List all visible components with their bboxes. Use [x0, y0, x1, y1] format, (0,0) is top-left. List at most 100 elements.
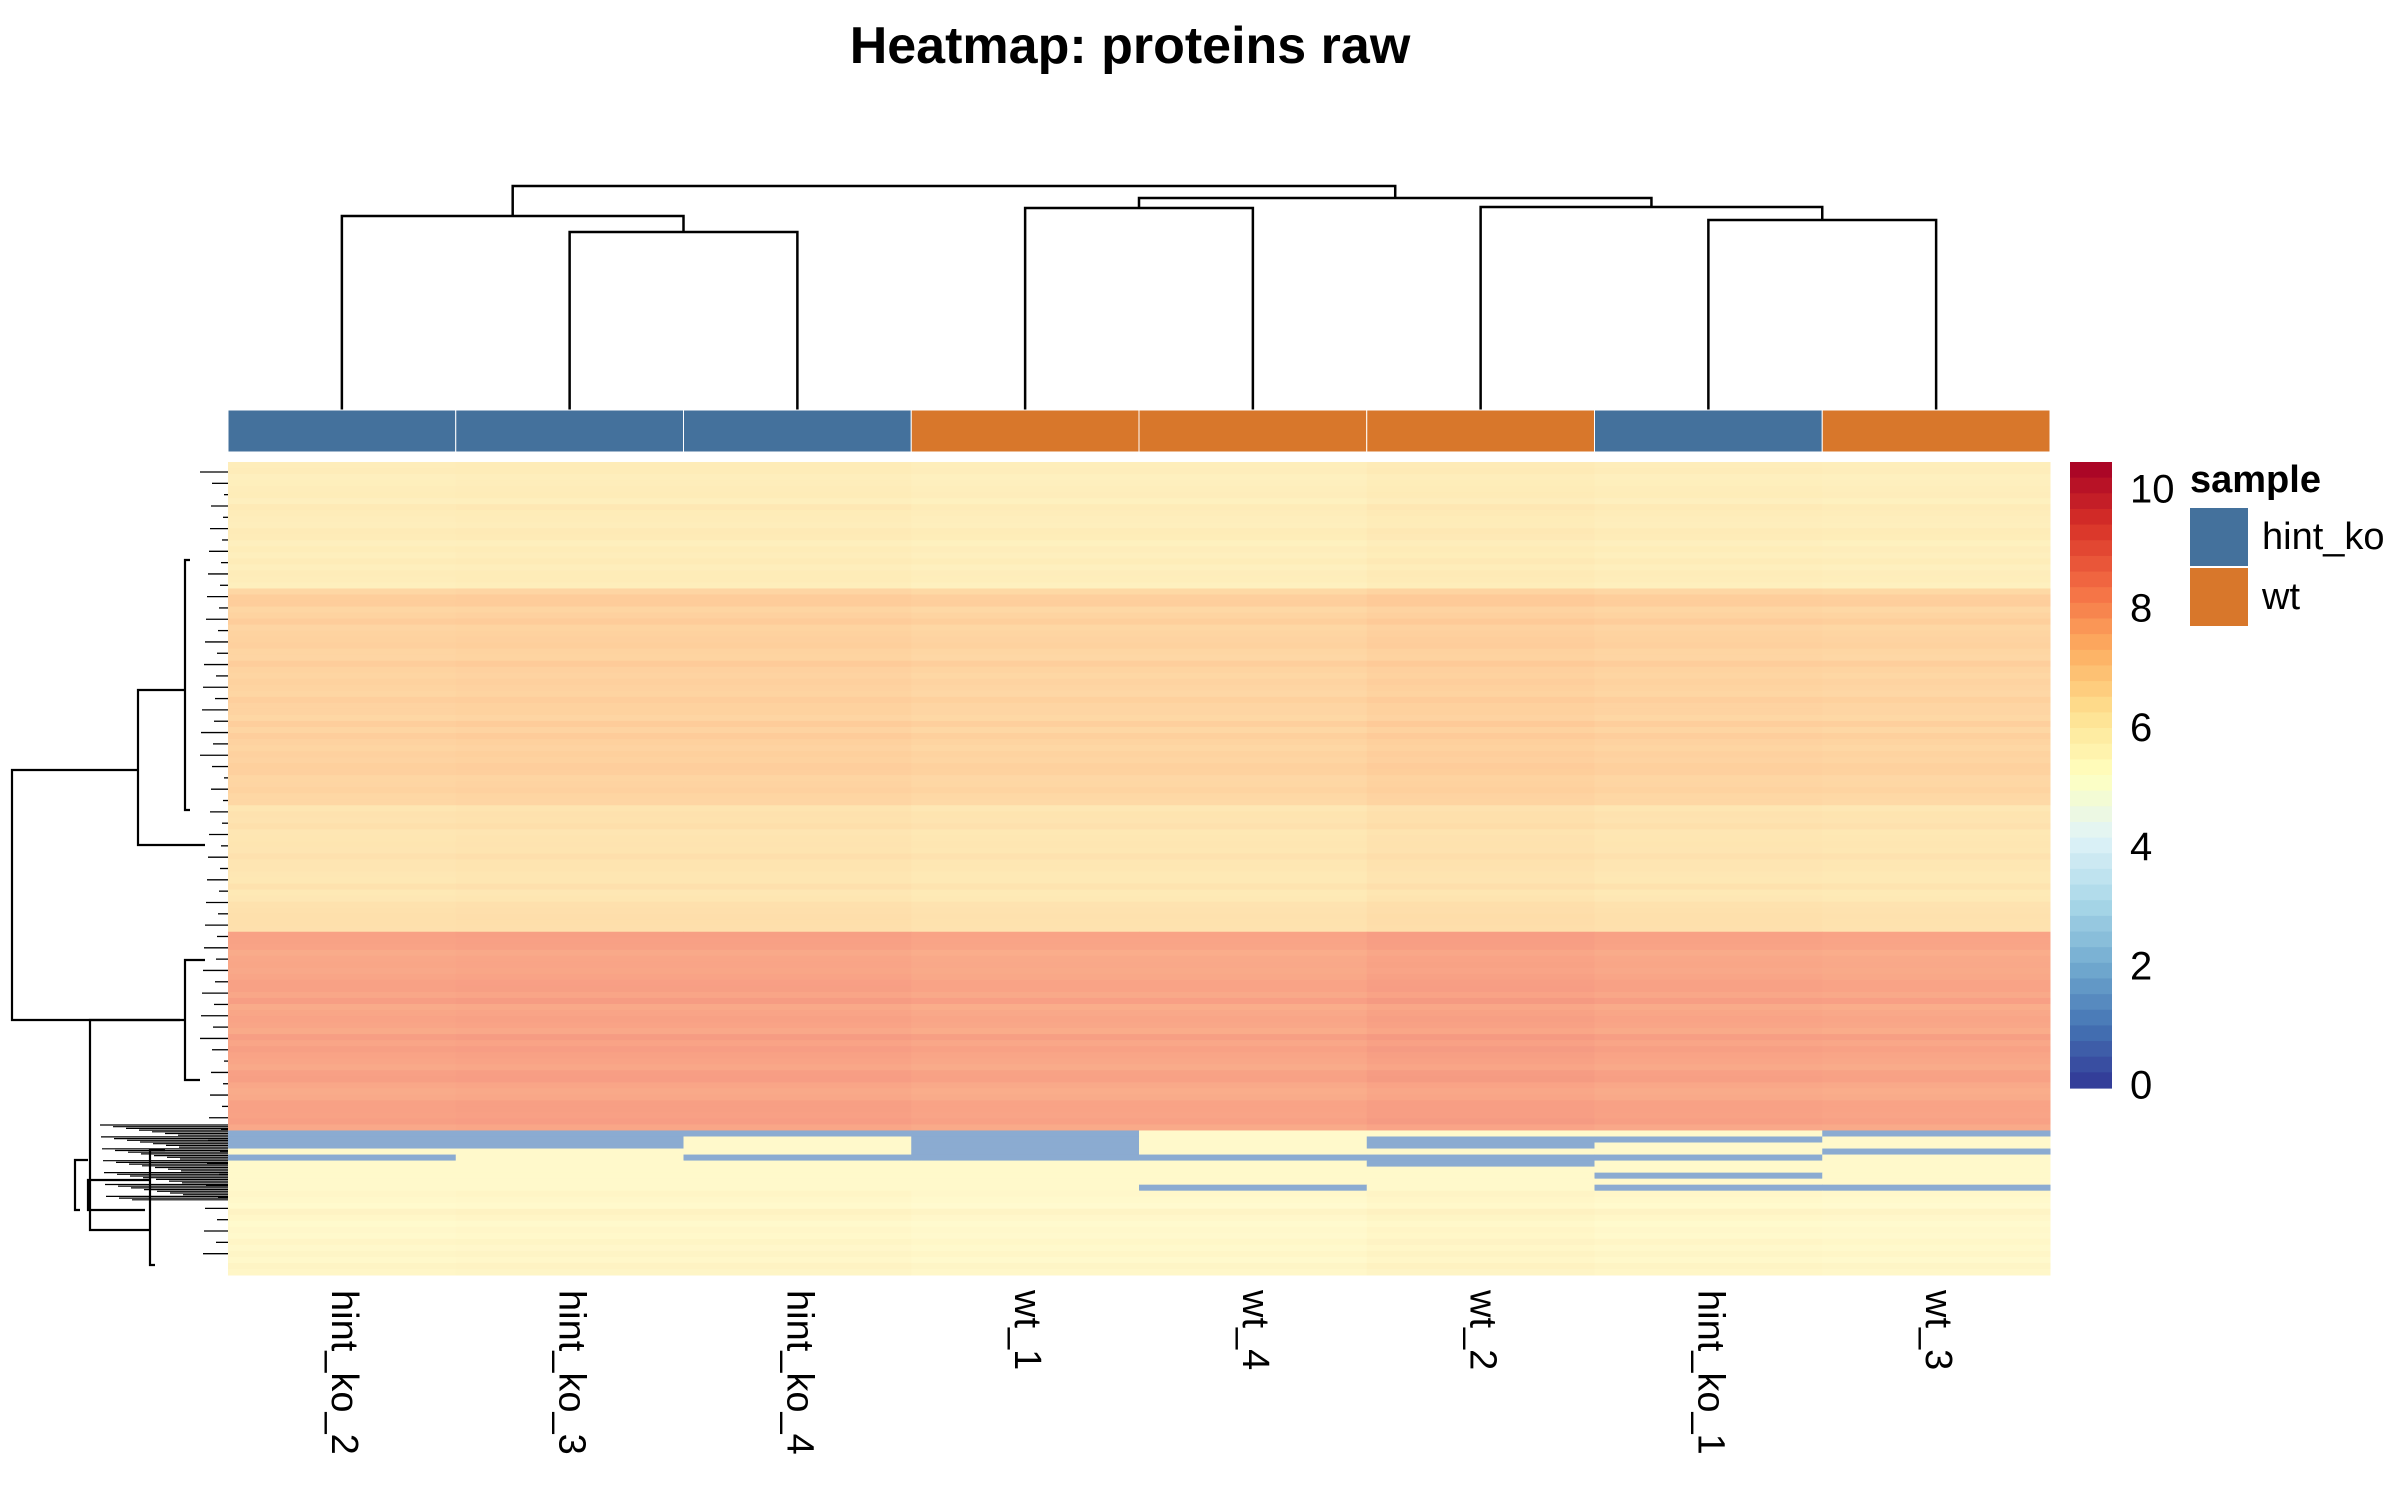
heatmap-cell: [455, 648, 684, 656]
heatmap-cell: [1139, 733, 1368, 740]
heatmap-cell: [455, 564, 684, 571]
heatmap-cell: [1594, 636, 1823, 644]
heatmap-cell: [911, 841, 1140, 848]
heatmap-cell: [1822, 739, 2051, 746]
heatmap-cell: [1366, 925, 1595, 933]
heatmap-cell: [911, 528, 1140, 535]
heatmap-cell: [1366, 600, 1595, 608]
heatmap-cell: [1822, 654, 2051, 662]
heatmap-cell: [1822, 1088, 2051, 1095]
heatmap-cell: [1822, 1004, 2051, 1011]
heatmap-cell: [683, 546, 912, 553]
heatmap-cell: [228, 696, 457, 704]
heatmap-cell: [228, 582, 457, 589]
heatmap-cell: [1139, 835, 1368, 842]
heatmap-cell: [1594, 781, 1823, 788]
heatmap-cell: [455, 919, 684, 927]
heatmap-cell: [1139, 1112, 1368, 1119]
heatmap-cell: [228, 726, 457, 734]
heatmap-cell: [911, 462, 1140, 469]
color-scale-step: [2070, 540, 2112, 557]
heatmap-cell: [455, 642, 684, 650]
heatmap-cell: [228, 919, 457, 927]
heatmap-cell: [683, 720, 912, 728]
heatmap-cell: [455, 678, 684, 686]
heatmap-cell: [1822, 799, 2051, 806]
heatmap-cell: [1366, 913, 1595, 921]
heatmap-cell: [228, 751, 457, 758]
heatmap-cell: [911, 468, 1140, 475]
heatmap-cell: [1822, 636, 2051, 644]
heatmap-cell: [1366, 630, 1595, 638]
heatmap-cell: [911, 690, 1140, 698]
heatmap-cell: [1594, 1124, 1823, 1131]
heatmap-cell: [455, 1058, 684, 1065]
heatmap-cell: [1366, 1040, 1595, 1047]
heatmap-cell: [1366, 1106, 1595, 1113]
heatmap-cell: [228, 817, 457, 824]
heatmap-cell: [1139, 726, 1368, 734]
color-scale-step: [2070, 493, 2112, 510]
heatmap-cell: [1822, 642, 2051, 650]
heatmap-cell: [228, 937, 457, 945]
heatmap-cell: [683, 1184, 912, 1192]
heatmap-cell: [228, 1220, 457, 1228]
dendrogram-branch: [340, 214, 685, 410]
heatmap-cell: [228, 1268, 457, 1276]
color-scale-tick: 10: [2130, 467, 2175, 511]
annotation-cell: [1594, 409, 1823, 453]
heatmap-cell: [228, 883, 457, 891]
heatmap-cell: [683, 648, 912, 656]
heatmap-cell: [228, 961, 457, 969]
heatmap-cell: [911, 817, 1140, 824]
heatmap-cell: [911, 696, 1140, 704]
heatmap-cell: [1594, 877, 1823, 885]
heatmap-cell: [683, 895, 912, 903]
heatmap-cell: [911, 1184, 1140, 1192]
heatmap-cell: [228, 1088, 457, 1095]
heatmap-cell: [1822, 660, 2051, 668]
heatmap-cell: [1139, 1208, 1368, 1216]
heatmap-cell: [228, 1238, 457, 1246]
heatmap-cell: [683, 769, 912, 776]
color-scale-step: [2070, 634, 2112, 651]
heatmap-cell: [1366, 702, 1595, 710]
heatmap-cell: [228, 973, 457, 981]
heatmap-cell: [1594, 1142, 1823, 1150]
heatmap-cell: [1139, 853, 1368, 860]
heatmap-cell: [1822, 1034, 2051, 1041]
heatmap-cell: [1822, 985, 2051, 993]
heatmap-cell: [228, 1208, 457, 1216]
heatmap-cell: [1366, 745, 1595, 752]
heatmap-cell: [683, 468, 912, 475]
heatmap-cell: [1822, 1154, 2051, 1162]
heatmap-cell: [228, 1136, 457, 1144]
heatmap-cell: [228, 1022, 457, 1029]
color-scale-step: [2070, 806, 2112, 823]
heatmap-cell: [683, 1220, 912, 1228]
heatmap-cell: [1594, 1226, 1823, 1234]
heatmap-cell: [1594, 720, 1823, 728]
heatmap-cell: [1366, 636, 1595, 644]
heatmap-cell: [455, 1112, 684, 1119]
heatmap-cell: [1594, 666, 1823, 674]
heatmap-cell: [1594, 726, 1823, 734]
heatmap-cell: [911, 684, 1140, 692]
heatmap-cell: [1594, 811, 1823, 818]
heatmap-cell: [455, 937, 684, 945]
color-scale-step: [2070, 571, 2112, 588]
heatmap-cell: [1822, 1208, 2051, 1216]
heatmap-cell: [1822, 618, 2051, 626]
heatmap-cell: [1594, 1196, 1823, 1204]
heatmap-cell: [1366, 919, 1595, 927]
heatmap-cell: [1139, 1118, 1368, 1125]
heatmap-body: [228, 462, 2051, 1276]
heatmap-cell: [455, 865, 684, 873]
heatmap-cell: [683, 660, 912, 668]
heatmap-cell: [1139, 1214, 1368, 1222]
heatmap-cell: [1139, 817, 1368, 824]
heatmap-cell: [683, 1196, 912, 1204]
heatmap-cell: [1594, 805, 1823, 812]
heatmap-cell: [1594, 462, 1823, 469]
heatmap-cell: [455, 672, 684, 680]
